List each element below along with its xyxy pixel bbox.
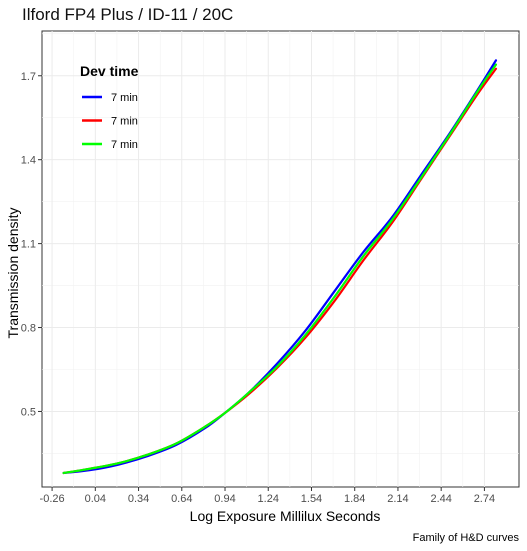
legend-label-1: 7 min: [111, 92, 138, 104]
x-tick-label: 1.54: [301, 493, 322, 505]
x-tick-label: -0.26: [40, 493, 65, 505]
x-tick-label: 1.84: [344, 493, 365, 505]
series-line-1: [62, 59, 498, 475]
legend-title: Dev time: [80, 63, 139, 79]
y-tick-label: 1.7: [21, 71, 36, 83]
x-tick-label: 1.24: [258, 493, 279, 505]
legend-label-2: 7 min: [111, 116, 138, 128]
x-tick-label: 2.44: [430, 493, 451, 505]
x-axis-title: Log Exposure Millilux Seconds: [190, 508, 381, 524]
grid-major: [42, 31, 519, 487]
chart-caption: Family of H&D curves: [413, 532, 520, 544]
series-layer: [62, 59, 498, 475]
x-tick-label: 2.74: [474, 493, 495, 505]
legend: Dev time 7 min 7 min 7 min: [80, 63, 139, 151]
y-tick-label: 0.5: [21, 406, 36, 418]
y-tick-label: 1.1: [21, 239, 36, 251]
x-tick-label: 2.14: [387, 493, 408, 505]
y-axis-title: Transmission density: [5, 208, 21, 339]
y-tick-label: 1.4: [21, 155, 36, 167]
x-tick-label: 0.34: [128, 493, 149, 505]
y-tick-label: 0.8: [21, 323, 36, 335]
chart-title: Ilford FP4 Plus / ID-11 / 20C: [22, 5, 234, 24]
x-tick-label: 0.94: [214, 493, 235, 505]
x-tick-label: 0.04: [85, 493, 106, 505]
series-line-3: [62, 63, 498, 475]
x-axis: -0.26 0.04 0.34 0.64 0.94 1.24 1.54 1.84 2.14 2.4…: [40, 487, 495, 505]
x-tick-label: 0.64: [171, 493, 192, 505]
legend-label-3: 7 min: [111, 139, 138, 151]
y-axis: 0.5 0.8 1.1 1.4 1.7: [21, 71, 42, 418]
